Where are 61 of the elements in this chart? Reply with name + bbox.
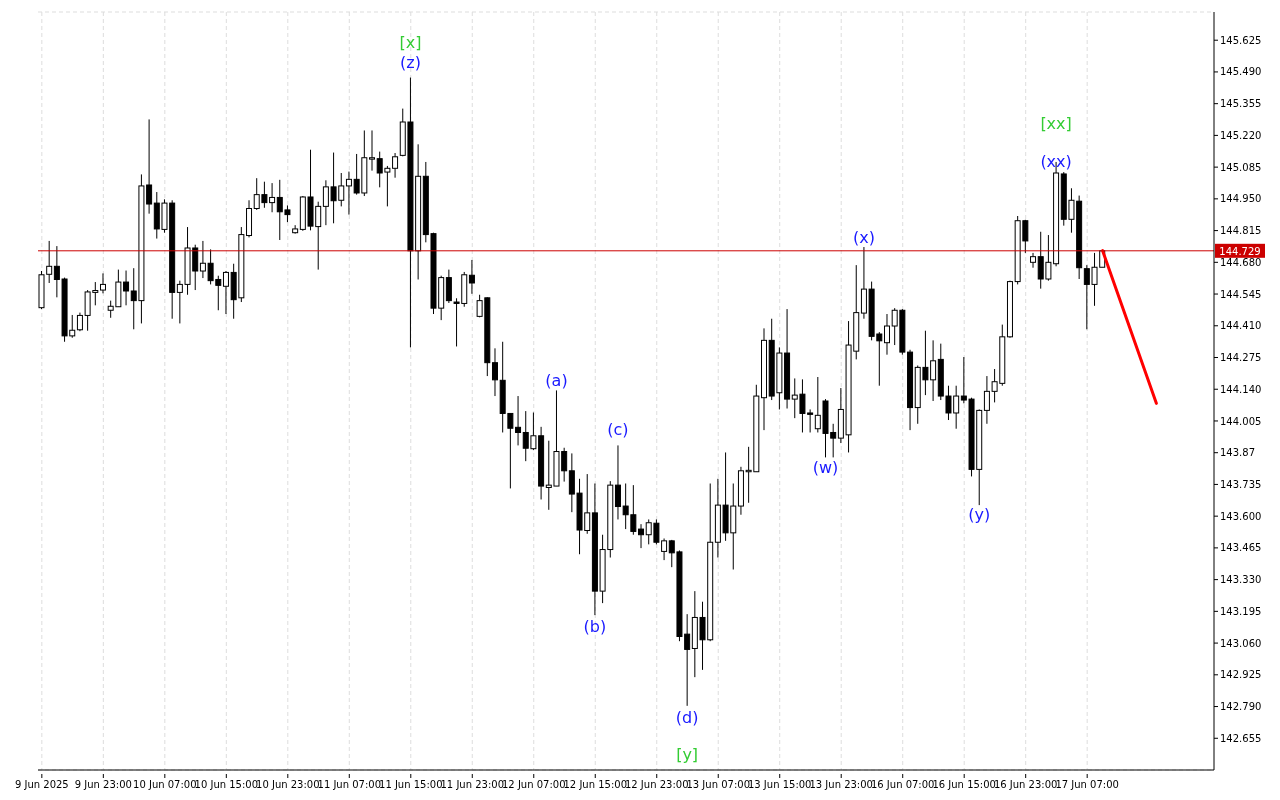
- y-tick-label: 144.005: [1220, 415, 1262, 427]
- y-tick-label: 144.140: [1220, 383, 1262, 395]
- y-tick-label: 143.330: [1220, 574, 1262, 586]
- annotation: (a): [545, 371, 568, 391]
- x-tick-label: 9 Jun 2025: [14, 779, 69, 790]
- y-tick-label: 145.355: [1220, 98, 1262, 110]
- y-tick-label: 144.410: [1220, 320, 1262, 332]
- annotation: [y]: [676, 744, 699, 764]
- x-tick-label: 10 Jun 23:00: [256, 779, 320, 790]
- x-tick-label: 17 Jun 07:00: [1055, 779, 1119, 790]
- annotation: (c): [607, 420, 629, 440]
- y-tick-label: 143.465: [1220, 542, 1262, 554]
- candlestick: [369, 129, 376, 172]
- annotation: (y): [968, 505, 991, 525]
- y-tick-label: 144.680: [1220, 256, 1262, 268]
- x-tick-label: 11 Jun 23:00: [440, 779, 505, 790]
- x-tick-label: 13 Jun 23:00: [809, 779, 873, 790]
- y-tick-label: 142.655: [1220, 732, 1262, 744]
- annotation: (d): [675, 707, 699, 727]
- x-tick-label: 12 Jun 07:00: [502, 779, 566, 790]
- candlestick: [99, 272, 106, 294]
- y-tick-label: 144.950: [1220, 193, 1262, 205]
- annotation: [xx]: [1040, 113, 1072, 133]
- y-tick-label: 143.735: [1220, 478, 1262, 490]
- x-tick-label: 11 Jun 07:00: [317, 779, 382, 790]
- y-tick-label: 145.490: [1220, 66, 1262, 78]
- y-tick-label: 144.815: [1220, 225, 1262, 237]
- candlestick: [1030, 252, 1037, 269]
- candlestick: [222, 270, 229, 315]
- x-tick-label: 10 Jun 07:00: [133, 779, 197, 790]
- y-tick-label: 143.060: [1220, 637, 1262, 649]
- annotation: (z): [400, 52, 421, 72]
- annotation: [x]: [399, 32, 422, 52]
- x-tick-label: 16 Jun 15:00: [932, 779, 996, 790]
- candlestick: [638, 523, 645, 549]
- candlestick: [491, 347, 498, 397]
- candlestick: [614, 444, 621, 520]
- annotation: (xx): [1040, 151, 1072, 171]
- y-tick-label: 145.220: [1220, 129, 1262, 141]
- y-tick-label: 144.545: [1220, 288, 1262, 300]
- candlestick: [292, 224, 299, 235]
- y-tick-label: 142.790: [1220, 701, 1262, 713]
- annotation: (w): [812, 458, 839, 478]
- y-tick-label: 142.925: [1220, 669, 1262, 681]
- x-tick-label: 11 Jun 15:00: [379, 779, 443, 790]
- candlestick: [883, 313, 890, 356]
- y-tick-label: 144.275: [1220, 352, 1262, 364]
- x-tick-label: 13 Jun 07:00: [686, 779, 750, 790]
- y-tick-label: 143.195: [1220, 605, 1262, 617]
- x-tick-label: 10 Jun 15:00: [194, 779, 259, 790]
- candlestick: [445, 269, 452, 304]
- annotation: (b): [583, 617, 607, 637]
- candlestick: [468, 259, 475, 295]
- y-tick-label: 143.600: [1220, 510, 1262, 522]
- x-tick-label: 12 Jun 15:00: [563, 779, 628, 790]
- ref-line-label: 144.729: [1219, 245, 1261, 257]
- y-tick-label: 145.085: [1220, 161, 1262, 173]
- y-tick-label: 143.87: [1220, 447, 1255, 459]
- y-tick-label: 145.625: [1220, 34, 1262, 46]
- annotation: (x): [852, 228, 875, 248]
- x-tick-label: 9 Jun 23:00: [74, 779, 132, 790]
